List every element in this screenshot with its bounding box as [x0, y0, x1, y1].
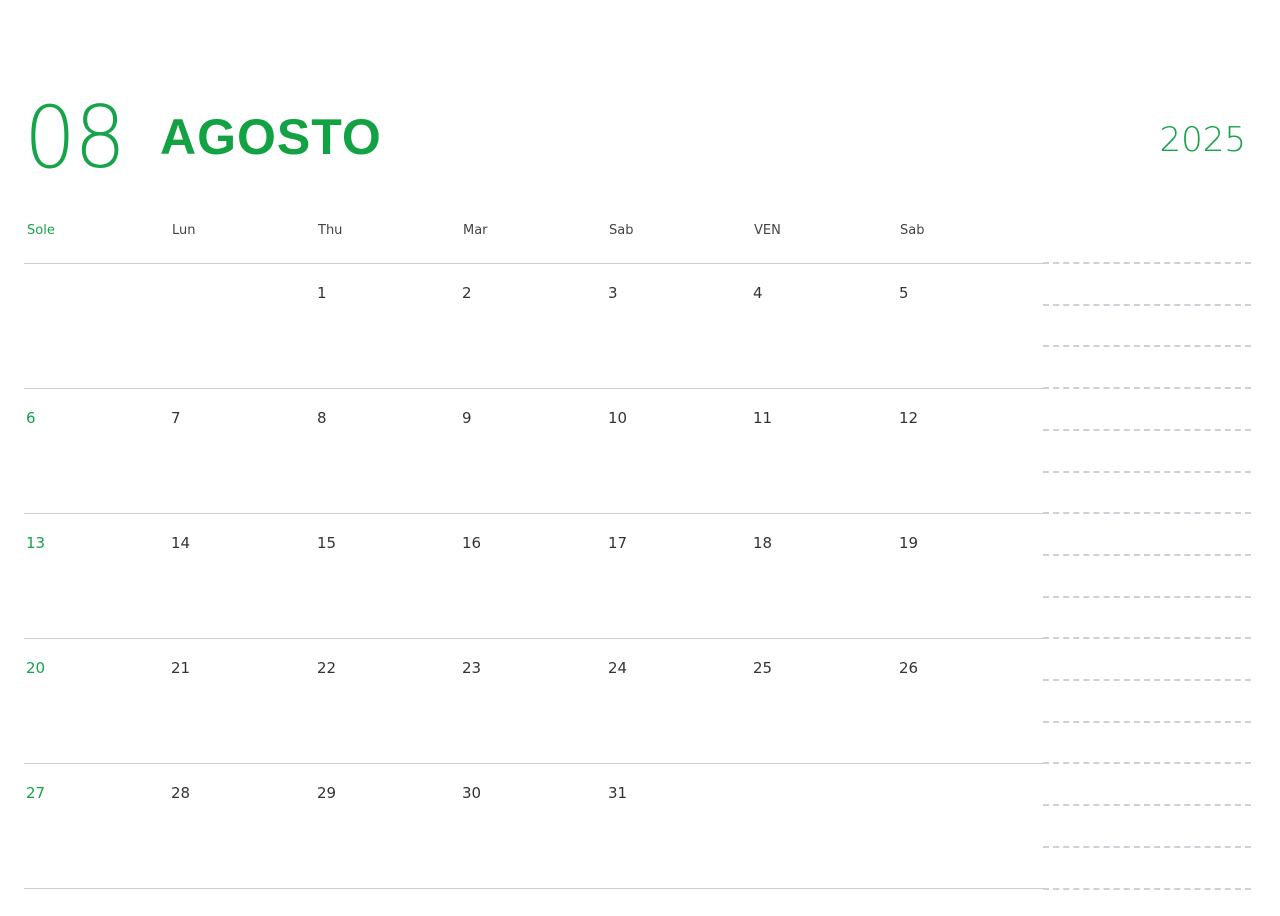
day-cell[interactable]: 9: [462, 409, 472, 427]
day-cell[interactable]: 8: [317, 409, 327, 427]
day-cell[interactable]: 26: [899, 659, 919, 677]
day-cell[interactable]: 15: [317, 534, 337, 552]
note-line: [1043, 303, 1251, 306]
day-cell[interactable]: 20: [26, 659, 46, 677]
week-divider: [24, 763, 1043, 764]
day-cell[interactable]: 5: [899, 284, 909, 302]
note-line: [1043, 428, 1251, 431]
note-line: [1043, 720, 1251, 723]
week-divider: [24, 388, 1043, 389]
day-cell[interactable]: 11: [753, 409, 773, 427]
week-divider: [24, 638, 1043, 639]
day-cell[interactable]: 2: [462, 284, 472, 302]
note-line: [1043, 595, 1251, 598]
day-cell[interactable]: 17: [608, 534, 628, 552]
day-cell[interactable]: 21: [171, 659, 191, 677]
note-line: [1043, 387, 1251, 390]
weekday-header: VEN: [754, 223, 781, 238]
week-divider: [24, 513, 1043, 514]
day-cell[interactable]: 16: [462, 534, 482, 552]
note-line: [1043, 845, 1251, 848]
day-cell[interactable]: 14: [171, 534, 191, 552]
day-cell[interactable]: 31: [608, 784, 628, 802]
day-cell[interactable]: 27: [26, 784, 46, 802]
day-cell[interactable]: 24: [608, 659, 628, 677]
week-divider: [24, 263, 1043, 264]
weekday-header: Lun: [172, 223, 196, 238]
note-line: [1043, 345, 1251, 348]
note-line: [1043, 553, 1251, 556]
month-number: 08: [24, 88, 126, 188]
day-cell[interactable]: 12: [899, 409, 919, 427]
note-line: [1043, 762, 1251, 765]
day-cell[interactable]: 4: [753, 284, 763, 302]
weekday-header: Sole: [27, 223, 55, 238]
note-line: [1043, 637, 1251, 640]
note-line: [1043, 804, 1251, 807]
day-cell[interactable]: 1: [317, 284, 327, 302]
year: 2025: [1159, 120, 1246, 160]
day-cell[interactable]: 28: [171, 784, 191, 802]
weekday-header: Sab: [609, 223, 634, 238]
day-cell[interactable]: 7: [171, 409, 181, 427]
note-line: [1043, 262, 1251, 264]
day-cell[interactable]: 19: [899, 534, 919, 552]
note-line: [1043, 470, 1251, 473]
weekday-header: Mar: [463, 223, 488, 238]
week-divider: [24, 888, 1043, 889]
day-cell[interactable]: 30: [462, 784, 482, 802]
day-cell[interactable]: 23: [462, 659, 482, 677]
day-cell[interactable]: 18: [753, 534, 773, 552]
day-cell[interactable]: 22: [317, 659, 337, 677]
weekday-header: Sab: [900, 223, 925, 238]
day-cell[interactable]: 10: [608, 409, 628, 427]
note-line: [1043, 887, 1251, 890]
day-cell[interactable]: 3: [608, 284, 618, 302]
note-line: [1043, 512, 1251, 515]
month-name: AGOSTO: [160, 109, 382, 165]
day-cell[interactable]: 25: [753, 659, 773, 677]
day-cell[interactable]: 13: [26, 534, 46, 552]
day-cell[interactable]: 6: [26, 409, 36, 427]
weekday-header: Thu: [318, 223, 343, 238]
day-cell[interactable]: 29: [317, 784, 337, 802]
note-line: [1043, 679, 1251, 681]
